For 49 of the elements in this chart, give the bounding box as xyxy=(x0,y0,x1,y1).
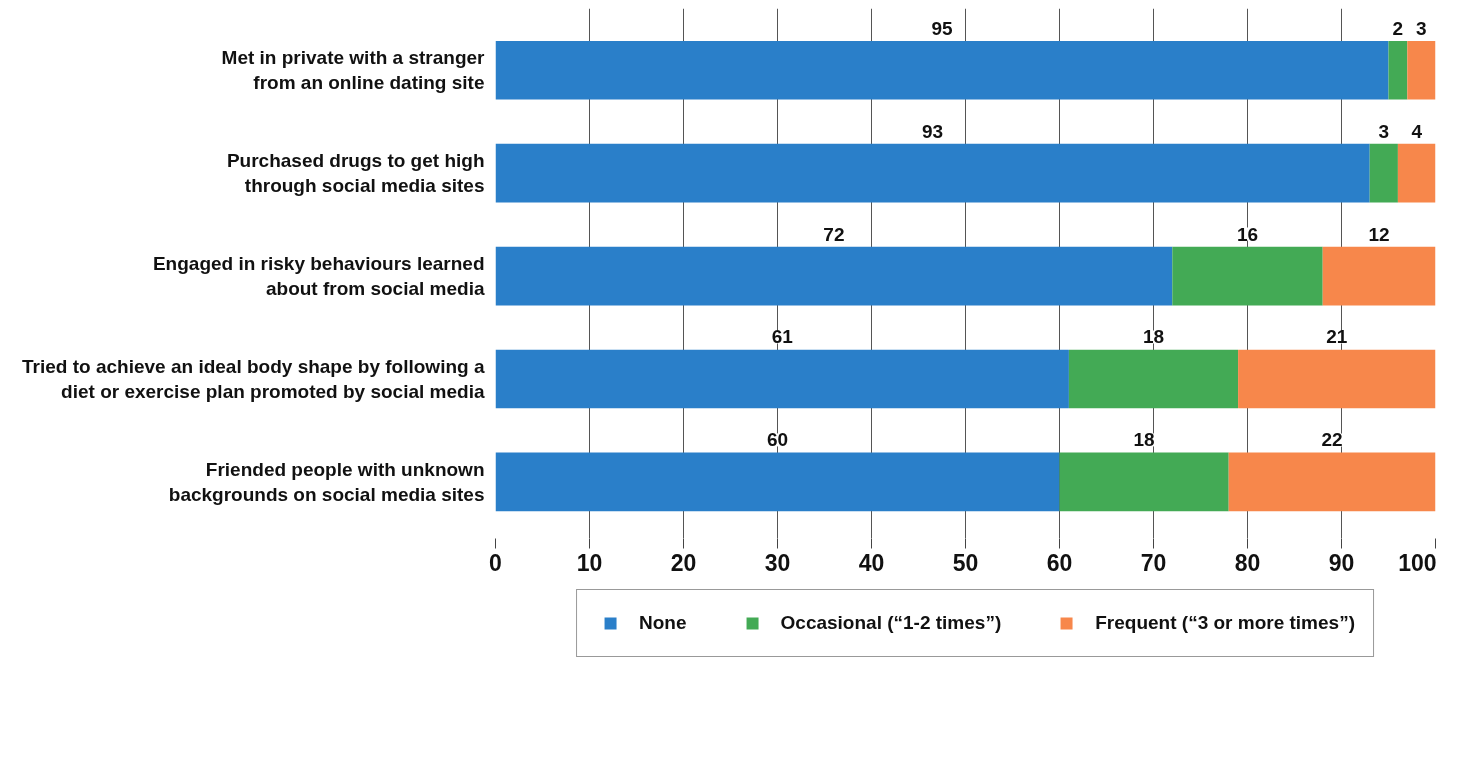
data-label: 95 xyxy=(931,17,953,39)
bar xyxy=(1322,246,1436,306)
x-tick-label: 60 xyxy=(1046,549,1073,576)
bar xyxy=(495,349,1069,409)
x-tick-label: 0 xyxy=(489,549,502,576)
data-label: 16 xyxy=(1236,223,1259,245)
x-tick-label: 80 xyxy=(1234,549,1261,576)
y-tick-label: Friended people with unknown backgrounds on social media sites xyxy=(168,458,485,505)
x-tick-label: 70 xyxy=(1140,549,1167,576)
x-tick-label: 20 xyxy=(670,549,697,576)
data-label: 18 xyxy=(1133,429,1155,451)
data-label: 12 xyxy=(1368,223,1390,245)
bar xyxy=(1407,40,1436,100)
bar xyxy=(1172,246,1323,306)
bar xyxy=(1228,452,1436,512)
x-tick-label: 40 xyxy=(858,549,885,576)
legend-label: None xyxy=(639,612,687,634)
x-tick-label: 50 xyxy=(952,549,979,576)
bar xyxy=(495,40,1389,100)
data-label: 3 xyxy=(1416,17,1427,39)
bar xyxy=(495,452,1060,512)
data-label: 18 xyxy=(1142,326,1165,348)
bar xyxy=(1238,349,1436,409)
bar xyxy=(1369,143,1398,203)
x-tick-label: 30 xyxy=(764,549,791,576)
data-label: 2 xyxy=(1392,17,1404,39)
data-label: 72 xyxy=(823,223,845,245)
y-tick-label: Engaged in risky behaviours learned about from social media xyxy=(152,252,485,300)
bar xyxy=(1397,143,1436,203)
x-tick-label: 90 xyxy=(1328,549,1355,576)
data-label: 93 xyxy=(922,120,944,142)
y-tick-label: Tried to achieve an ideal body shape by following a diet or exercise plan promoted by social media xyxy=(22,355,485,403)
data-label: 61 xyxy=(771,326,794,348)
data-label: 3 xyxy=(1378,120,1390,142)
bar xyxy=(1388,40,1408,100)
bar xyxy=(1068,349,1239,409)
data-label: 21 xyxy=(1326,326,1348,348)
y-tick-label: Met in private with a stranger from an online dating site xyxy=(221,47,486,94)
bar xyxy=(495,246,1173,306)
data-label: 60 xyxy=(766,429,789,451)
bar xyxy=(495,143,1370,203)
data-label: 4 xyxy=(1411,120,1423,142)
bar xyxy=(1059,452,1229,512)
legend-label: Occasional (“1-2 times”) xyxy=(780,612,1002,634)
y-tick-label: Purchased drugs to get high through social media sites xyxy=(226,150,485,197)
x-tick-label: 10 xyxy=(576,549,603,576)
x-tick-label: 100 xyxy=(1398,549,1437,576)
data-label: 22 xyxy=(1321,429,1343,451)
legend-label: Frequent (“3 or more times”) xyxy=(1095,612,1355,634)
